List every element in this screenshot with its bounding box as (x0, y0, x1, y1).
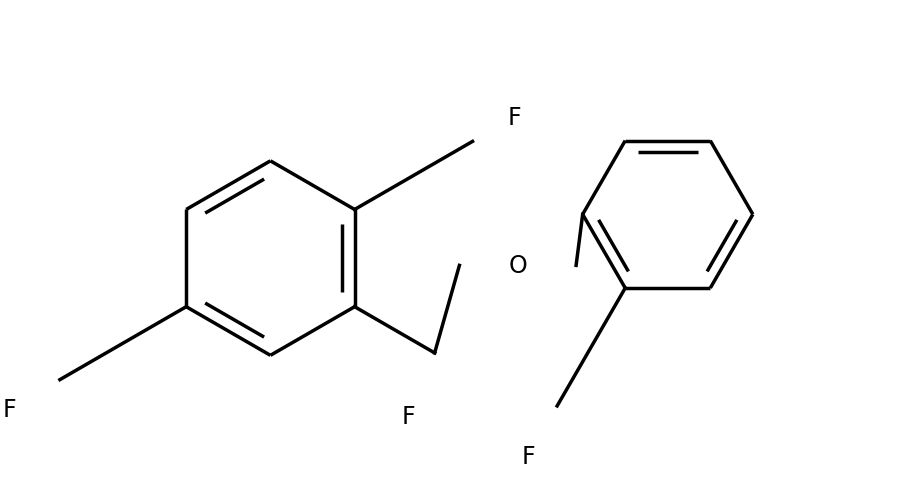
Text: O: O (508, 254, 527, 278)
Text: F: F (402, 404, 416, 428)
Text: F: F (3, 397, 16, 421)
Text: F: F (521, 445, 535, 468)
Text: F: F (508, 106, 522, 130)
